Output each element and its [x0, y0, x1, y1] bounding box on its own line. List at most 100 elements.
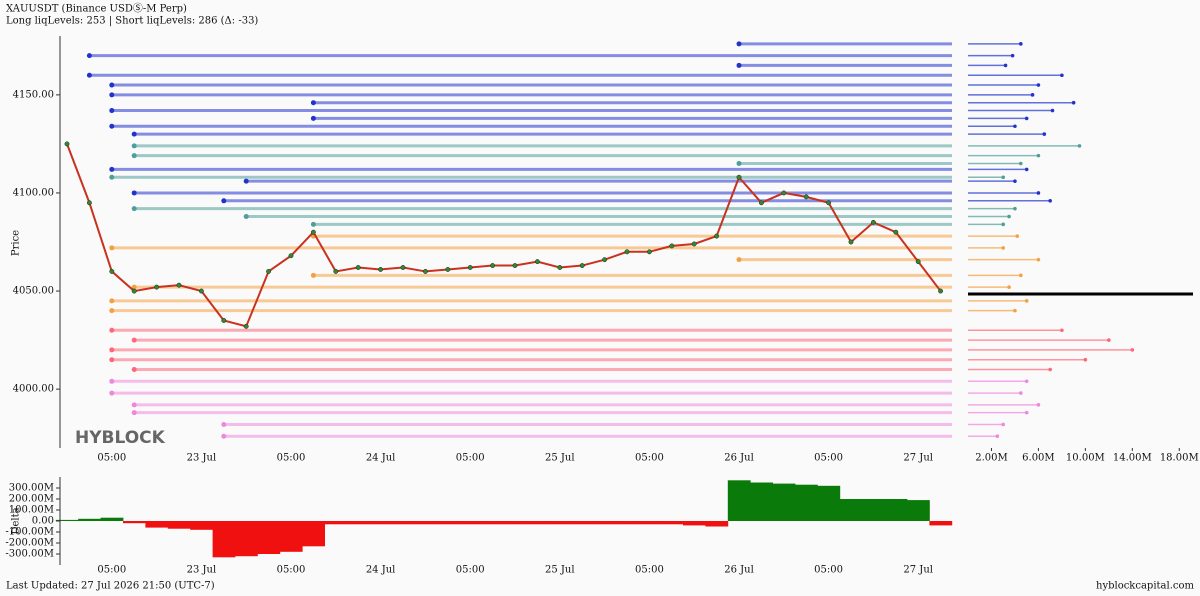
y-tick-label: -200.00M — [5, 538, 54, 549]
price-point — [602, 257, 608, 263]
liq-level-start — [131, 337, 137, 343]
x-tick-label: 23 Jul — [187, 453, 217, 464]
y-tick-label: 0.00 — [32, 516, 54, 527]
liq-level-start — [736, 257, 742, 263]
y-tick-label: 4000.00 — [13, 384, 54, 395]
price-point — [154, 284, 160, 290]
x-tick-label: 2.00M — [975, 453, 1008, 464]
price-point — [534, 259, 540, 265]
x-tick-label: 05:00 — [277, 565, 306, 576]
liq-size-dot — [1048, 199, 1052, 203]
liq-size-dot — [1036, 153, 1041, 158]
liq-size-dot — [1077, 144, 1082, 148]
price-point — [714, 233, 720, 239]
delta-bar — [481, 521, 505, 525]
x-tick-label: 26 Jul — [724, 453, 754, 464]
price-point — [758, 200, 764, 206]
price-point — [109, 268, 115, 274]
delta-bar — [55, 519, 79, 521]
liq-size-dot — [1001, 246, 1006, 250]
liq-size-dot — [1036, 257, 1041, 262]
delta-bar — [772, 483, 796, 521]
y-axis-label: Price — [11, 230, 22, 256]
delta-bar — [279, 521, 303, 552]
liq-level-start — [131, 190, 137, 196]
price-point — [243, 323, 249, 329]
liq-size-dot — [1083, 357, 1088, 362]
price-point — [333, 268, 339, 274]
liq-level-start — [109, 390, 115, 396]
liq-level-start — [221, 198, 227, 204]
delta-bar — [436, 521, 460, 525]
liq-size-dot — [1007, 214, 1011, 219]
x-tick-label: 05:00 — [97, 565, 126, 576]
x-tick-label: 05:00 — [635, 453, 664, 464]
delta-bar — [145, 521, 169, 528]
liq-level-start — [131, 410, 137, 416]
liq-size-dot — [1024, 116, 1029, 121]
price-point — [445, 267, 451, 272]
liq-size-dot — [1001, 222, 1006, 227]
liq-level-start — [109, 357, 115, 363]
price-line — [66, 143, 942, 328]
delta-bar — [571, 521, 594, 525]
x-tick-label: 05:00 — [277, 453, 306, 464]
y-tick-label: 200.00M — [9, 494, 54, 505]
liq-level-start — [109, 82, 115, 88]
liq-size-dot — [1024, 379, 1029, 384]
delta-bar — [347, 521, 370, 525]
delta-bar — [302, 521, 325, 547]
x-tick-label: 18.00M — [1160, 453, 1199, 464]
liq-size-dot — [1060, 73, 1064, 78]
liq-level-start — [131, 284, 137, 290]
x-tick-label: 10.00M — [1066, 453, 1105, 464]
liq-level-start — [243, 213, 249, 219]
delta-bar — [795, 484, 818, 521]
delta-bar — [907, 500, 930, 521]
watermark: HYBLOCK — [75, 428, 166, 448]
liq-level-start — [109, 108, 115, 114]
price-point — [422, 268, 428, 274]
x-tick-label: 23 Jul — [187, 565, 217, 576]
liq-size-dot — [1019, 42, 1023, 46]
liq-size-dot — [995, 434, 1000, 439]
price-point — [198, 288, 204, 294]
liq-level-start — [109, 378, 115, 384]
x-tick-label: 25 Jul — [545, 453, 575, 464]
liq-level-start — [109, 166, 115, 172]
price-point — [221, 318, 227, 323]
delta-bar — [257, 521, 281, 554]
liq-size-dot — [1007, 285, 1011, 289]
price-point — [781, 190, 787, 196]
delta-bar — [212, 521, 236, 558]
y-tick-label: -100.00M — [5, 527, 54, 538]
chart-title: XAUUSDT (Binance USDⓈ-M Perp) — [6, 3, 187, 15]
delta-bar — [638, 521, 661, 525]
liq-level-start — [131, 153, 137, 159]
x-tick-label: 25 Jul — [545, 565, 575, 576]
delta-bar — [324, 521, 348, 525]
price-point — [624, 249, 630, 255]
price-point — [512, 263, 518, 268]
liq-level-start — [131, 367, 137, 373]
price-point — [310, 229, 316, 235]
delta-bar — [727, 480, 751, 521]
liq-size-dot — [1019, 161, 1023, 166]
liq-size-dot — [1019, 391, 1023, 395]
delta-bar — [78, 518, 101, 521]
delta-bar — [526, 521, 549, 525]
liq-size-dot — [1013, 308, 1017, 313]
x-tick-label: 26 Jul — [724, 565, 754, 576]
price-point — [848, 239, 854, 245]
price-point — [400, 265, 406, 270]
y-axis-label: Delta — [11, 507, 22, 534]
liq-size-dot — [1001, 175, 1006, 180]
liq-level-start — [736, 41, 742, 47]
liq-level-start — [310, 115, 316, 121]
y-tick-label: -300.00M — [5, 549, 54, 560]
liq-size-dot — [1036, 403, 1041, 407]
delta-bar — [414, 521, 437, 525]
price-point — [266, 268, 272, 274]
